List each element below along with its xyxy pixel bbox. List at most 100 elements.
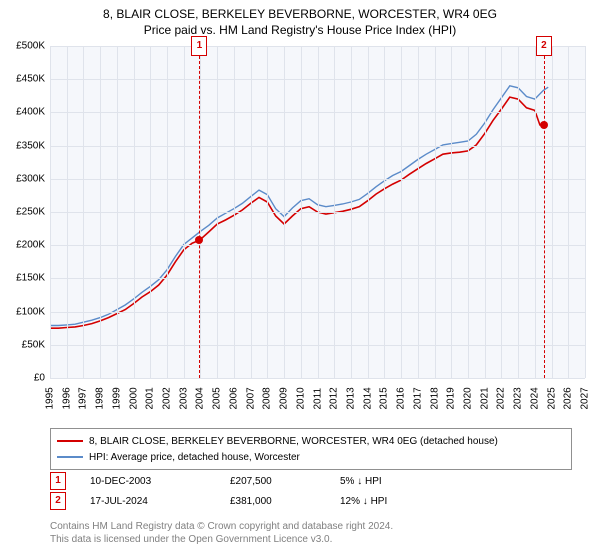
gridline-v bbox=[418, 46, 419, 378]
y-axis-label: £0 bbox=[0, 373, 45, 384]
y-axis-label: £350K bbox=[0, 140, 45, 151]
legend-label-price-paid: 8, BLAIR CLOSE, BERKELEY BEVERBORNE, WOR… bbox=[89, 436, 498, 447]
x-axis-label: 1997 bbox=[78, 390, 89, 410]
copyright-line-1: Contains HM Land Registry data © Crown c… bbox=[50, 520, 570, 533]
gridline-v bbox=[518, 46, 519, 378]
x-axis-label: 2000 bbox=[128, 390, 139, 410]
x-axis-label: 2011 bbox=[312, 390, 323, 410]
x-axis-label: 2002 bbox=[162, 390, 173, 410]
sale-dot bbox=[540, 121, 548, 129]
gridline-v bbox=[150, 46, 151, 378]
legend-label-hpi: HPI: Average price, detached house, Worc… bbox=[89, 452, 300, 463]
gridline-h bbox=[50, 378, 585, 379]
gridline-v bbox=[134, 46, 135, 378]
sale-badge-2: 2 bbox=[50, 492, 66, 510]
x-axis-label: 2027 bbox=[580, 390, 591, 410]
gridline-v bbox=[184, 46, 185, 378]
gridline-v bbox=[251, 46, 252, 378]
gridline-v bbox=[284, 46, 285, 378]
legend-row-hpi: HPI: Average price, detached house, Worc… bbox=[57, 449, 565, 465]
y-axis-label: £450K bbox=[0, 74, 45, 85]
series-hpi bbox=[50, 86, 548, 326]
gridline-v bbox=[368, 46, 369, 378]
x-axis-label: 2012 bbox=[329, 390, 340, 410]
x-axis-label: 2021 bbox=[479, 390, 490, 410]
x-axis-label: 1996 bbox=[61, 390, 72, 410]
x-axis-label: 2025 bbox=[546, 390, 557, 410]
gridline-v bbox=[351, 46, 352, 378]
gridline-v bbox=[234, 46, 235, 378]
copyright-line-2: This data is licensed under the Open Gov… bbox=[50, 533, 570, 546]
x-axis-label: 2005 bbox=[212, 390, 223, 410]
sale-marker: 1 bbox=[191, 36, 207, 56]
sale-delta-1: 5% ↓ HPI bbox=[340, 476, 460, 487]
gridline-v bbox=[585, 46, 586, 378]
gridline-v bbox=[451, 46, 452, 378]
legend-swatch-hpi bbox=[57, 456, 83, 458]
gridline-v bbox=[167, 46, 168, 378]
x-axis-label: 2013 bbox=[345, 390, 356, 410]
title-line-1: 8, BLAIR CLOSE, BERKELEY BEVERBORNE, WOR… bbox=[0, 6, 600, 22]
sale-marker: 2 bbox=[536, 36, 552, 56]
x-axis-label: 2024 bbox=[529, 390, 540, 410]
sale-date-1: 10-DEC-2003 bbox=[90, 476, 230, 487]
gridline-v bbox=[334, 46, 335, 378]
x-axis-label: 2023 bbox=[513, 390, 524, 410]
x-axis-label: 2014 bbox=[362, 390, 373, 410]
gridline-v bbox=[552, 46, 553, 378]
y-axis-label: £150K bbox=[0, 273, 45, 284]
x-axis-label: 2026 bbox=[563, 390, 574, 410]
x-axis-label: 2015 bbox=[379, 390, 390, 410]
y-axis-label: £300K bbox=[0, 173, 45, 184]
x-axis-label: 1998 bbox=[95, 390, 106, 410]
gridline-v bbox=[401, 46, 402, 378]
sales-row-2: 2 17-JUL-2024 £381,000 12% ↓ HPI bbox=[50, 491, 570, 511]
sale-price-1: £207,500 bbox=[230, 476, 340, 487]
x-axis-label: 2020 bbox=[462, 390, 473, 410]
gridline-v bbox=[200, 46, 201, 378]
legend-row-price-paid: 8, BLAIR CLOSE, BERKELEY BEVERBORNE, WOR… bbox=[57, 433, 565, 449]
gridline-v bbox=[100, 46, 101, 378]
x-axis-label: 2022 bbox=[496, 390, 507, 410]
x-axis-label: 2007 bbox=[245, 390, 256, 410]
sales-row-1: 1 10-DEC-2003 £207,500 5% ↓ HPI bbox=[50, 471, 570, 491]
chart-area: 12 £0£50K£100K£150K£200K£250K£300K£350K£… bbox=[0, 42, 600, 417]
y-axis-label: £200K bbox=[0, 240, 45, 251]
gridline-v bbox=[50, 46, 51, 378]
x-axis-label: 2009 bbox=[279, 390, 290, 410]
x-axis-label: 2008 bbox=[262, 390, 273, 410]
x-axis-label: 2001 bbox=[145, 390, 156, 410]
x-axis-label: 2003 bbox=[178, 390, 189, 410]
sale-drop-line bbox=[199, 46, 200, 378]
gridline-v bbox=[217, 46, 218, 378]
gridline-v bbox=[468, 46, 469, 378]
y-axis-label: £500K bbox=[0, 41, 45, 52]
x-axis-label: 1995 bbox=[45, 390, 56, 410]
legend-swatch-price-paid bbox=[57, 440, 83, 442]
y-axis-label: £100K bbox=[0, 306, 45, 317]
gridline-v bbox=[67, 46, 68, 378]
x-axis-label: 1999 bbox=[111, 390, 122, 410]
gridline-v bbox=[267, 46, 268, 378]
sale-badge-1: 1 bbox=[50, 472, 66, 490]
gridline-v bbox=[485, 46, 486, 378]
gridline-v bbox=[501, 46, 502, 378]
gridline-v bbox=[301, 46, 302, 378]
gridline-v bbox=[435, 46, 436, 378]
x-axis-label: 2010 bbox=[295, 390, 306, 410]
plot-area: 12 bbox=[50, 46, 585, 378]
sale-dot bbox=[195, 236, 203, 244]
x-axis-label: 2004 bbox=[195, 390, 206, 410]
x-axis-label: 2019 bbox=[446, 390, 457, 410]
copyright: Contains HM Land Registry data © Crown c… bbox=[50, 520, 570, 546]
sale-delta-2: 12% ↓ HPI bbox=[340, 496, 460, 507]
title-line-2: Price paid vs. HM Land Registry's House … bbox=[0, 22, 600, 38]
sale-drop-line bbox=[544, 46, 545, 378]
gridline-v bbox=[568, 46, 569, 378]
gridline-v bbox=[535, 46, 536, 378]
gridline-v bbox=[83, 46, 84, 378]
x-axis-label: 2016 bbox=[396, 390, 407, 410]
sales-table: 1 10-DEC-2003 £207,500 5% ↓ HPI 2 17-JUL… bbox=[50, 471, 570, 511]
chart-title: 8, BLAIR CLOSE, BERKELEY BEVERBORNE, WOR… bbox=[0, 0, 600, 38]
x-axis-label: 2017 bbox=[412, 390, 423, 410]
